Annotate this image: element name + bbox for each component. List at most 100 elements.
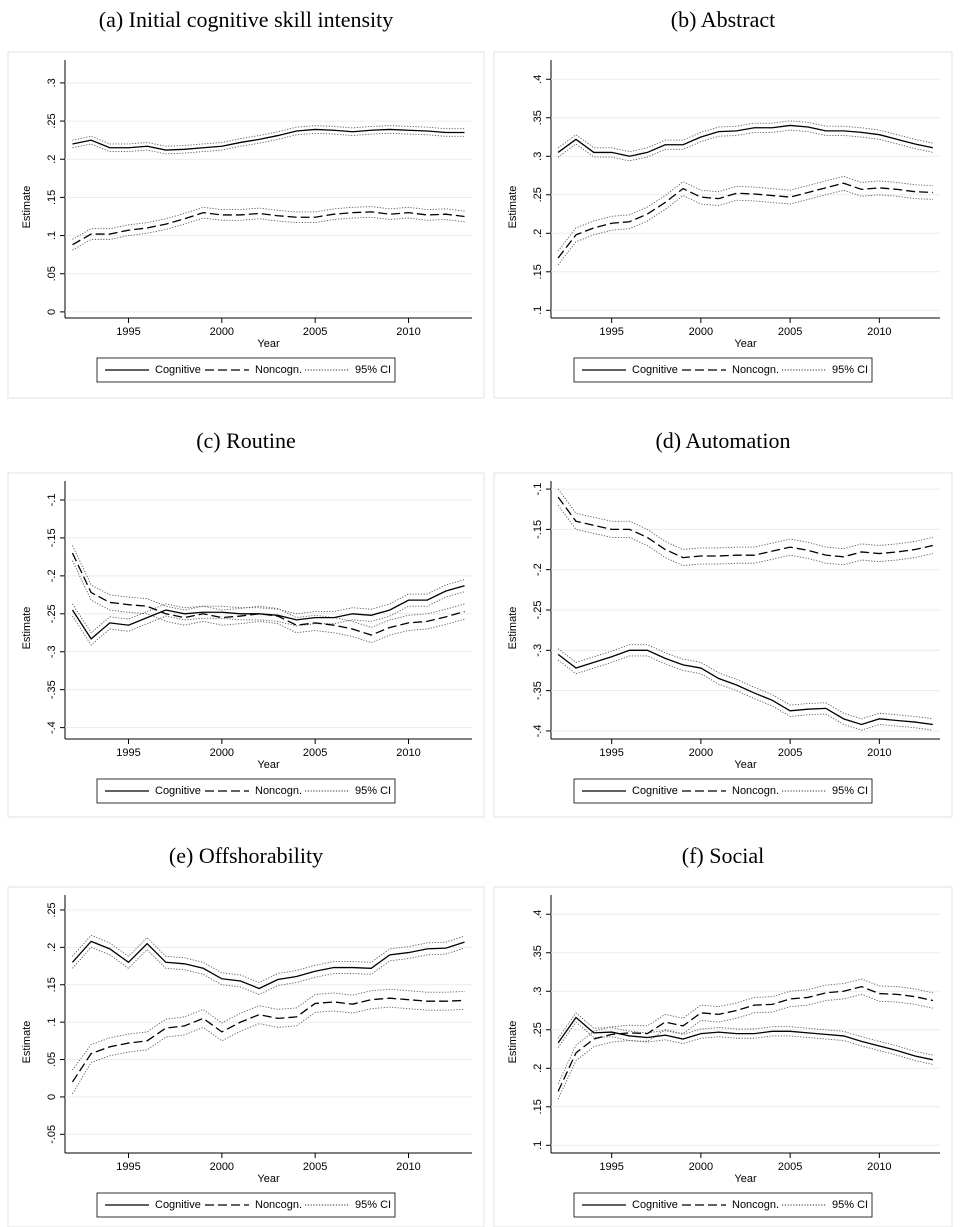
- y-tick-label: -.2: [532, 563, 544, 576]
- legend-label: Cognitive: [155, 785, 201, 797]
- y-tick-label: .1: [46, 231, 58, 240]
- x-tick-label: 2005: [303, 1161, 327, 1173]
- ci-line: [72, 125, 465, 147]
- x-axis-label: Year: [257, 1173, 280, 1185]
- legend-label: Cognitive: [632, 785, 678, 797]
- ci-line: [557, 1012, 933, 1056]
- panel-frame: [7, 886, 485, 1227]
- x-tick-label: 2000: [210, 326, 234, 338]
- y-tick-label: .15: [46, 190, 58, 205]
- x-axis-label: Year: [734, 759, 757, 771]
- y-tick-label: 0: [46, 309, 58, 315]
- x-tick-label: 2010: [396, 326, 420, 338]
- panel-title: (c) Routine: [196, 428, 296, 453]
- x-tick-label: 2000: [689, 747, 713, 759]
- y-tick-label: .4: [532, 910, 544, 919]
- y-tick-label: -.25: [532, 601, 544, 620]
- ci-line: [72, 132, 465, 155]
- x-tick-label: 1995: [599, 326, 623, 338]
- y-tick-label: -.4: [532, 725, 544, 738]
- legend-label: 95% CI: [832, 1199, 868, 1211]
- ci-line: [557, 644, 933, 720]
- x-axis-label: Year: [257, 759, 280, 771]
- panel-title: (b) Abstract: [671, 7, 775, 32]
- x-tick-label: 1995: [116, 326, 140, 338]
- panel-frame: [493, 886, 953, 1227]
- series-line: [557, 124, 933, 157]
- series-line: [71, 552, 465, 636]
- y-tick-label: .3: [532, 152, 544, 161]
- panel-frame: [493, 51, 953, 399]
- series-line: [557, 985, 933, 1092]
- panel-title: (d) Automation: [655, 428, 790, 453]
- y-axis-label: Estimate: [507, 607, 519, 650]
- y-tick-label: -.1: [46, 494, 58, 507]
- panel: (f) Social .1 .15 .2 .25 .3 .35 .4 1995 2000 2005 2…: [493, 843, 953, 1227]
- x-tick-label: 2010: [867, 747, 891, 759]
- y-tick-label: -.25: [46, 604, 58, 623]
- y-tick-label: .2: [532, 229, 544, 238]
- panel-frame: [7, 51, 485, 399]
- x-tick-label: 2000: [689, 1161, 713, 1173]
- x-tick-label: 2000: [210, 747, 234, 759]
- x-tick-label: 1995: [116, 1161, 140, 1173]
- y-tick-label: .2: [46, 943, 58, 952]
- legend-label: 95% CI: [832, 785, 868, 797]
- legend-label: 95% CI: [832, 364, 868, 376]
- y-axis-label: Estimate: [507, 1021, 519, 1064]
- ci-line: [72, 1006, 465, 1095]
- y-tick-label: -.2: [46, 569, 58, 582]
- x-tick-label: 2010: [396, 747, 420, 759]
- ci-line: [72, 591, 465, 646]
- y-axis-label: Estimate: [21, 186, 33, 229]
- panel: (e) Offshorability -.05 0 .05 .1 .15 .2 .25 1995…: [7, 843, 485, 1227]
- series-line: [72, 211, 465, 246]
- y-tick-label: -.15: [46, 528, 58, 547]
- x-axis-label: Year: [257, 338, 280, 350]
- ci-line: [72, 560, 465, 644]
- series-line: [71, 585, 465, 640]
- y-axis-label: Estimate: [21, 1021, 33, 1064]
- y-tick-label: .15: [532, 264, 544, 279]
- y-axis-label: Estimate: [21, 607, 33, 650]
- y-tick-label: .35: [532, 945, 544, 960]
- y-tick-label: .25: [532, 187, 544, 202]
- y-tick-label: .05: [46, 266, 58, 281]
- ci-line: [557, 189, 933, 266]
- legend-label: Noncogn.: [255, 1199, 302, 1211]
- y-tick-label: .35: [532, 110, 544, 125]
- series-line: [557, 649, 933, 726]
- y-axis-label: Estimate: [507, 186, 519, 229]
- x-tick-label: 2005: [778, 326, 802, 338]
- ci-line: [72, 216, 465, 251]
- panel-title: (a) Initial cognitive skill intensity: [99, 7, 394, 32]
- y-tick-label: .25: [46, 113, 58, 128]
- y-tick-label: .4: [532, 75, 544, 84]
- y-tick-label: -.05: [46, 1125, 58, 1144]
- y-tick-label: .15: [532, 1099, 544, 1114]
- panel: (d) Automation -.4 -.35 -.3 -.25 -.2 -.15 -.1 19…: [493, 428, 953, 818]
- y-tick-label: .3: [532, 987, 544, 996]
- y-tick-label: .15: [46, 977, 58, 992]
- series-line: [71, 940, 465, 990]
- y-tick-label: -.3: [46, 645, 58, 658]
- legend-label: Cognitive: [155, 1199, 201, 1211]
- legend-label: Cognitive: [632, 1199, 678, 1211]
- ci-line: [557, 993, 933, 1100]
- series-line: [557, 496, 934, 559]
- y-tick-label: .3: [46, 78, 58, 87]
- series-line: [72, 128, 465, 151]
- ci-line: [557, 504, 933, 567]
- y-tick-label: -.3: [532, 644, 544, 657]
- x-tick-label: 2005: [778, 747, 802, 759]
- x-tick-label: 1995: [116, 747, 140, 759]
- y-tick-label: -.35: [46, 680, 58, 699]
- panel-frame: [493, 472, 953, 818]
- legend-label: Cognitive: [155, 364, 201, 376]
- ci-line: [557, 175, 933, 252]
- legend-label: Noncogn.: [732, 364, 779, 376]
- ci-line: [72, 579, 465, 634]
- ci-line: [557, 488, 933, 550]
- legend-label: Noncogn.: [255, 785, 302, 797]
